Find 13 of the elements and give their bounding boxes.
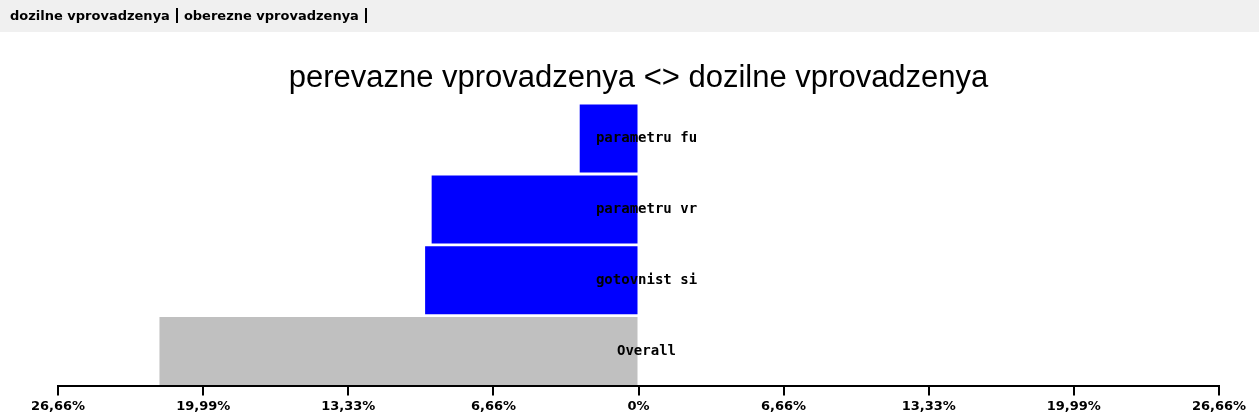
x-tick-label: 26,66% bbox=[30, 397, 86, 413]
x-tick-label: 19,99% bbox=[1046, 397, 1101, 413]
y-tick-label: Overall bbox=[616, 341, 677, 358]
x-tick-label: 13,33% bbox=[901, 397, 956, 413]
chart-title: perevazne vprovadzenya <> dozilne vprovadzenya bbox=[288, 59, 990, 95]
x-tick-label: 19,99% bbox=[176, 397, 231, 413]
x-tick-label: 26,66% bbox=[1191, 397, 1247, 413]
x-tick-label: 6,66% bbox=[470, 397, 517, 413]
text: oberezne vprovadzenya bbox=[177, 8, 367, 23]
x-tick-label: 0% bbox=[627, 397, 650, 413]
x-tick-label: 13,33% bbox=[321, 397, 376, 413]
text: dozilne vprovadzenya bbox=[4, 8, 178, 23]
x-tick-label: 6,66% bbox=[760, 397, 807, 413]
